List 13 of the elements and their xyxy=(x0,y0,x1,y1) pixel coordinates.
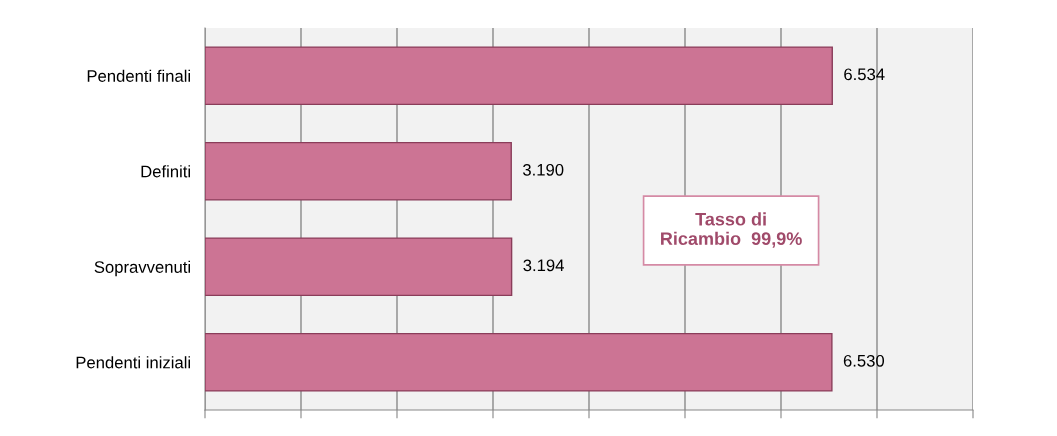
y-tick-label: Sopravvenuti xyxy=(94,260,190,277)
bar xyxy=(205,141,512,201)
y-tick-label: Pendenti finali xyxy=(87,69,190,82)
bar xyxy=(205,46,833,106)
data-label: 6.530 xyxy=(843,354,885,367)
data-label: 3.194 xyxy=(523,259,564,272)
data-label: 3.190 xyxy=(522,163,564,176)
bar xyxy=(205,332,833,392)
data-label: 6.534 xyxy=(844,68,885,81)
annotation: Tasso di Ricambio 99,9% xyxy=(661,212,802,248)
y-tick-label: Pendenti iniziali xyxy=(76,356,190,369)
bar xyxy=(205,237,513,297)
y-tick-label: Definiti xyxy=(141,165,190,178)
